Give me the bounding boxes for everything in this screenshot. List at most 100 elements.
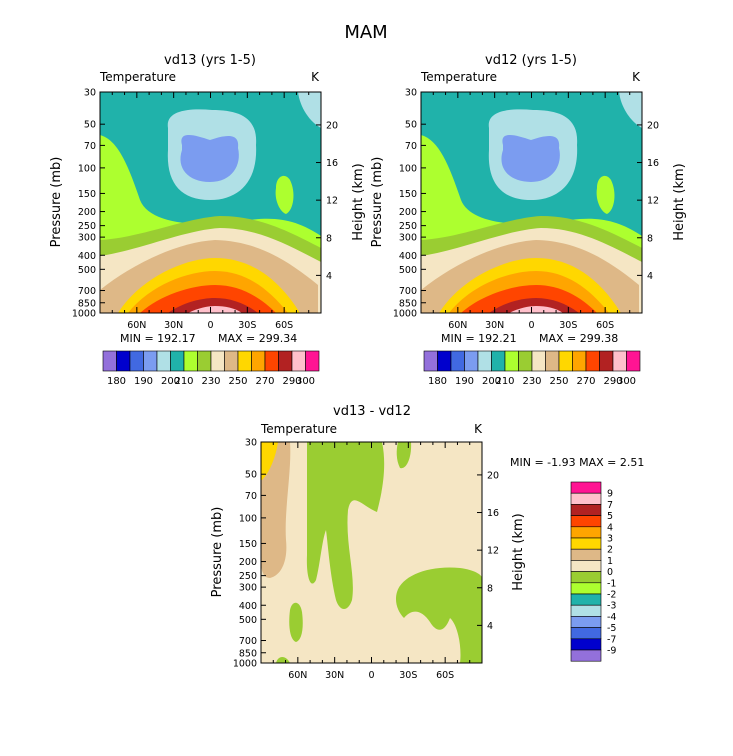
x-tick-label: 0 <box>528 320 534 331</box>
y-tick-label: 200 <box>239 557 257 568</box>
x-tick-label: 60S <box>275 320 293 331</box>
colorbar-swatch <box>570 638 602 651</box>
max-label: MAX = 299.34 <box>218 332 297 345</box>
colorbar-label: 290 <box>282 376 301 387</box>
y-right-tick-label: 4 <box>647 271 653 282</box>
colorbar-swatch <box>291 350 306 372</box>
panel-title: vd13 (yrs 1-5) <box>164 53 256 68</box>
colorbar-label: 200 <box>161 376 180 387</box>
y-right-tick-label: 16 <box>647 158 659 169</box>
y-tick-label: 250 <box>399 221 417 232</box>
y-axis-right-ticks: 20 16 12 8 4 <box>637 120 659 282</box>
y-tick-label: 1000 <box>72 309 96 320</box>
colorbar-swatch <box>570 481 602 494</box>
y-tick-label: 850 <box>239 648 257 659</box>
colorbar-swatch <box>129 350 144 372</box>
colorbar-swatch <box>626 350 641 372</box>
colorbar-swatch <box>572 350 587 372</box>
colorbar-swatch <box>570 548 602 561</box>
colorbar-label: 210 <box>174 376 193 387</box>
colorbar-label: -5 <box>607 623 616 634</box>
colorbar-swatch <box>570 616 602 628</box>
panel-subtitle-right: K <box>474 422 483 436</box>
colorbar-label: 1 <box>607 556 613 567</box>
colorbar-swatch <box>156 350 171 372</box>
y-tick-label: 70 <box>405 141 417 152</box>
colorbar-swatch <box>278 350 293 372</box>
colorbar-swatch <box>570 604 602 617</box>
colorbar-swatch <box>183 350 198 372</box>
y-tick-label: 150 <box>239 539 257 550</box>
panel-subtitle-left: Temperature <box>260 422 337 436</box>
y-tick-label: 400 <box>239 601 257 612</box>
colorbar-swatch <box>570 560 602 572</box>
contour-field <box>421 92 642 313</box>
colorbar-swatch <box>237 350 252 372</box>
y-right-tick-label: 20 <box>326 120 338 131</box>
colorbar-label: -4 <box>607 612 616 623</box>
colorbar-label: 180 <box>107 376 126 387</box>
colorbar-swatch <box>491 350 506 372</box>
y-right-tick-label: 20 <box>487 470 499 481</box>
y-tick-label: 150 <box>399 189 417 200</box>
x-tick-label: 60N <box>127 320 146 331</box>
y-tick-label: 50 <box>245 470 257 481</box>
y-axis-right-ticks: 20 16 12 8 4 <box>316 120 338 282</box>
colorbar-label: 4 <box>607 522 613 533</box>
x-tick-label: 30N <box>164 320 183 331</box>
y-tick-label: 500 <box>78 265 96 276</box>
x-axis-ticks: 60N 30N 0 30S 60S <box>432 92 631 331</box>
y-axis-label: Pressure (mb) <box>49 157 64 248</box>
y-axis-right-label: Height (km) <box>511 513 526 590</box>
y-tick-label: 500 <box>239 615 257 626</box>
colorbar-label: 300 <box>296 376 315 387</box>
colorbar-swatch <box>518 350 533 372</box>
y-tick-label: 30 <box>245 438 257 449</box>
y-tick-label: 30 <box>84 88 96 99</box>
x-tick-label: 30N <box>325 670 344 681</box>
colorbar-label: 270 <box>255 376 274 387</box>
y-tick-label: 700 <box>239 636 257 647</box>
colorbar-label: -9 <box>607 646 616 657</box>
x-tick-label: 0 <box>207 320 213 331</box>
colorbar-swatch <box>570 593 602 606</box>
colorbar-label: 270 <box>576 376 595 387</box>
colorbar-swatch <box>570 515 602 528</box>
colorbar-swatch <box>612 350 627 372</box>
colorbar-swatch <box>504 350 519 372</box>
panel-subtitle-right: K <box>311 70 320 84</box>
y-tick-label: 700 <box>78 286 96 297</box>
contour-field <box>261 442 482 663</box>
y-tick-label: 300 <box>399 233 417 244</box>
colorbar-swatch <box>464 350 479 372</box>
colorbar-swatch <box>585 350 600 372</box>
colorbar-label: 210 <box>495 376 514 387</box>
y-tick-label: 50 <box>405 120 417 131</box>
y-right-tick-label: 4 <box>487 621 493 632</box>
y-tick-label: 400 <box>399 251 417 262</box>
colorbar-swatch <box>477 350 492 372</box>
colorbar-swatch <box>570 627 602 640</box>
colorbar-swatch <box>210 350 225 372</box>
y-tick-label: 200 <box>78 207 96 218</box>
colorbar-swatch <box>570 537 602 550</box>
y-right-tick-label: 16 <box>326 158 338 169</box>
y-tick-label: 300 <box>239 583 257 594</box>
x-tick-label: 30S <box>238 320 256 331</box>
colorbar-swatch <box>197 350 212 372</box>
colorbar-swatch <box>570 571 602 584</box>
colorbar-label: 3 <box>607 534 613 545</box>
colorbar-swatch <box>545 350 560 372</box>
y-tick-label: 500 <box>399 265 417 276</box>
colorbar-label: 7 <box>607 500 613 511</box>
colorbar-swatch <box>251 350 266 372</box>
colorbar-label: 0 <box>607 567 613 578</box>
colorbar-swatch <box>170 350 185 372</box>
colorbar-label: 250 <box>228 376 247 387</box>
colorbar-label: 230 <box>522 376 541 387</box>
colorbar-label: 190 <box>455 376 474 387</box>
contour-field <box>100 92 321 313</box>
